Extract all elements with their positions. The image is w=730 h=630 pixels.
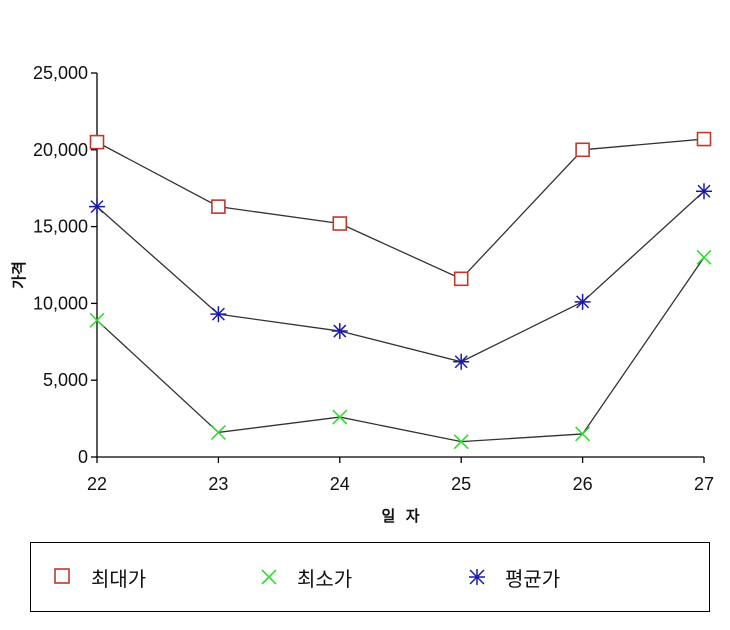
data-point-avg — [331, 323, 348, 340]
x-tick-label: 25 — [451, 474, 471, 494]
y-tick-label: 10,000 — [33, 293, 88, 313]
series-line-1 — [96, 256, 705, 443]
data-point-max — [453, 271, 469, 287]
y-tick-label: 25,000 — [33, 63, 88, 83]
y-axis-title: 가격 — [10, 261, 28, 289]
y-tick-label: 0 — [78, 447, 88, 467]
data-point-avg — [210, 306, 227, 323]
x-tick-label: 27 — [694, 474, 714, 494]
legend-item-min: 최소가 — [259, 561, 352, 593]
legend-square-marker-icon — [54, 568, 70, 584]
x-tick-label: 23 — [208, 474, 228, 494]
data-point-max — [89, 134, 105, 150]
data-point-min — [89, 312, 105, 328]
legend-asterisk-marker-icon — [469, 569, 485, 585]
data-point-max — [575, 142, 590, 158]
x-tick-label: 24 — [330, 474, 350, 494]
data-point-avg — [89, 198, 105, 215]
series-line-0 — [96, 138, 705, 280]
legend-x-marker-icon — [261, 569, 277, 585]
x-tick-label: 22 — [87, 474, 107, 494]
legend-label-max: 최대가 — [91, 566, 147, 591]
y-tick-label: 15,000 — [33, 217, 88, 237]
data-point-min — [575, 426, 591, 442]
data-point-max — [332, 216, 348, 231]
data-point-avg — [574, 293, 591, 310]
legend: 최대가 최소가 평균가 — [30, 542, 710, 612]
line-chart: 0 5,000 10,000 15,000 20,000 25,000 22 23 24 25 26… — [10, 63, 714, 525]
legend-label-min: 최소가 — [297, 566, 353, 591]
data-point-max — [696, 131, 712, 147]
data-point-avg — [453, 353, 470, 370]
y-tick-label: 5,000 — [43, 370, 88, 390]
x-axis-title: 일 자 — [381, 507, 419, 525]
legend-item-avg: 평균가 — [467, 561, 560, 593]
legend-label-avg: 평균가 — [505, 566, 561, 591]
x-tick-label: 26 — [573, 474, 593, 494]
data-point-min — [696, 249, 712, 265]
series-line-2 — [96, 190, 705, 363]
data-point-min — [453, 434, 469, 450]
data-point-min — [332, 409, 348, 425]
y-tick-label: 20,000 — [33, 140, 88, 160]
legend-item-max: 최대가 — [53, 561, 146, 593]
data-point-avg — [696, 183, 712, 200]
data-point-min — [210, 424, 226, 440]
data-point-max — [211, 199, 226, 214]
